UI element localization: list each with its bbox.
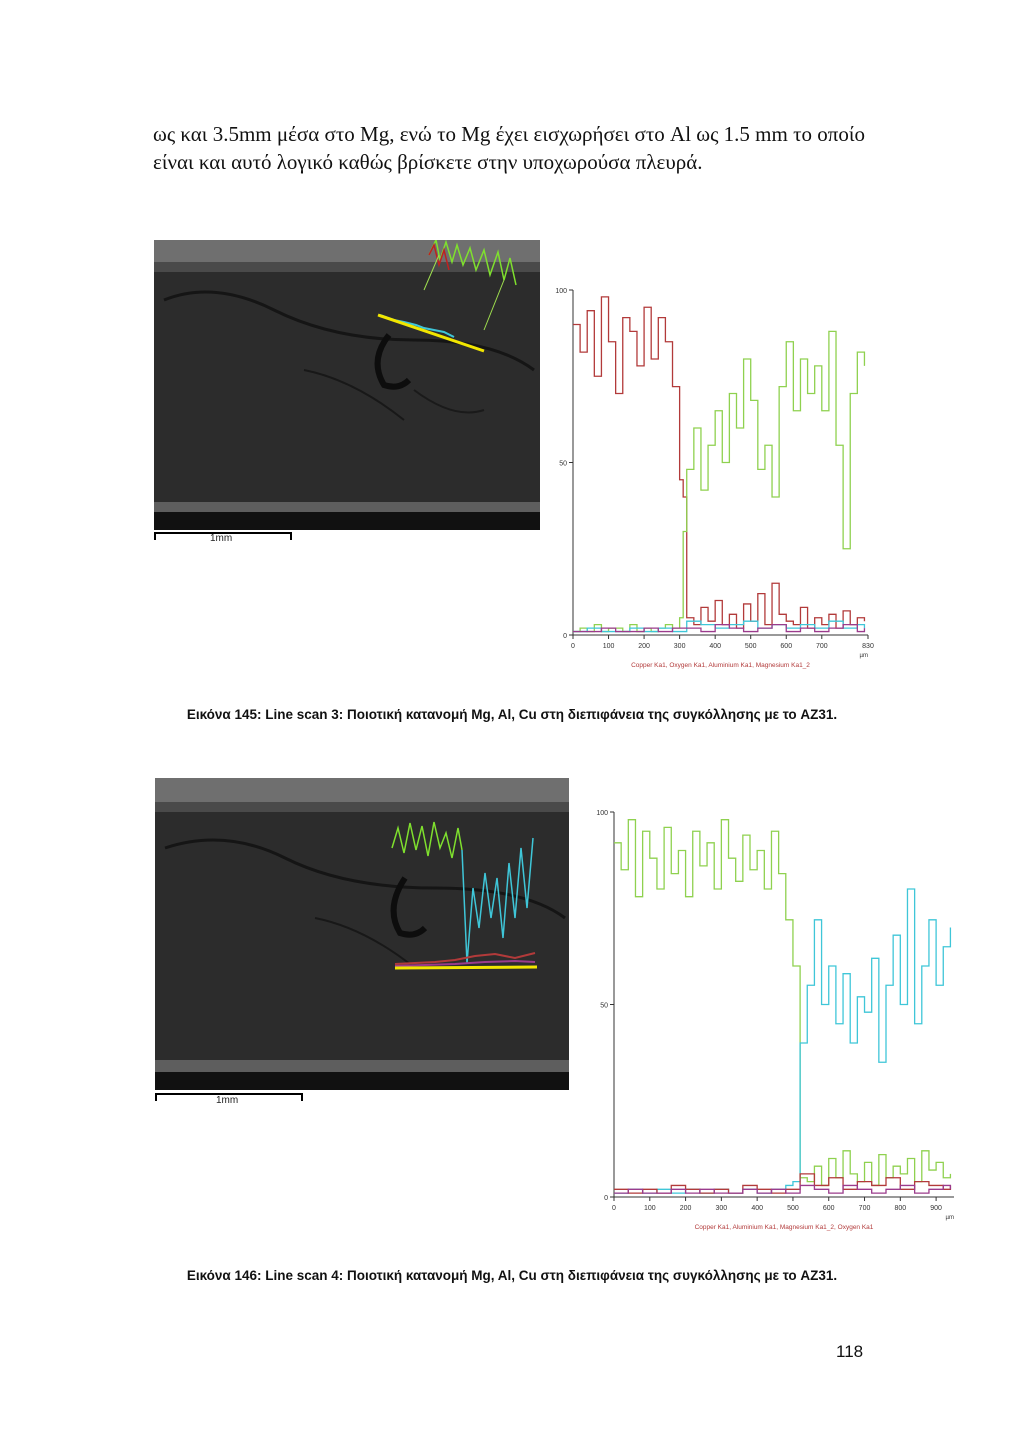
line-scan-chart-2: 0 50 100 0 100 200 300 400 500 600 700 800 900 µm Copp…	[596, 810, 954, 1231]
x-tick-label: 600	[780, 643, 792, 650]
line-scan-chart-1: 0 50 100 0 100 200 300 400 500 600 700 830 µm Copper …	[555, 288, 874, 669]
scale-bar	[154, 532, 292, 540]
x-tick-label: 400	[709, 643, 721, 650]
series-line	[614, 888, 952, 1194]
x-tick-label: 0	[612, 1205, 616, 1212]
x-tick-label: 0	[571, 643, 575, 650]
scale-label: 1mm	[210, 533, 233, 544]
x-tick-label: 700	[859, 1205, 871, 1212]
x-tick-label: 500	[787, 1205, 799, 1212]
figure-caption: Εικόνα 145: Line scan 3: Ποιοτική κατανο…	[186, 707, 838, 722]
x-tick-label: 100	[644, 1205, 656, 1212]
x-tick-label: 200	[680, 1205, 692, 1212]
chart-legend: Copper Ka1, Aluminium Ka1, Magnesium Ka1…	[695, 1224, 874, 1231]
series-line	[573, 620, 866, 633]
series-line	[573, 330, 866, 633]
x-tick-label: 400	[751, 1205, 763, 1212]
scale-bar	[155, 1093, 303, 1101]
series-line	[573, 296, 866, 629]
x-tick-label: 100	[603, 643, 615, 650]
x-tick-label: 900	[930, 1205, 942, 1212]
series-line	[614, 1184, 952, 1194]
x-tick-label: 800	[894, 1205, 906, 1212]
x-axis-label: µm	[860, 653, 868, 659]
y-tick-label: 50	[600, 1003, 608, 1010]
x-tick-label: 200	[638, 643, 650, 650]
scale-label: 1mm	[216, 1095, 239, 1106]
sem-micrograph	[154, 240, 540, 530]
y-tick-label: 100	[555, 288, 567, 295]
y-tick-label: 0	[563, 633, 567, 640]
figure-caption: Εικόνα 146: Line scan 4: Ποιοτική κατανο…	[186, 1268, 838, 1283]
sem-image	[155, 778, 569, 1090]
y-tick-label: 100	[596, 810, 608, 817]
y-tick-label: 50	[559, 461, 567, 468]
x-tick-label: 700	[816, 643, 828, 650]
body-paragraph: ως και 3.5mm μέσα στο Mg, ενώ το Mg έχει…	[153, 122, 866, 174]
series-line	[573, 624, 866, 633]
x-tick-label: 300	[716, 1205, 728, 1212]
sem-micrograph	[155, 778, 569, 1090]
x-tick-label: 600	[823, 1205, 835, 1212]
x-axis-label: µm	[946, 1215, 954, 1221]
x-tick-label: 830	[862, 643, 874, 650]
sem-image	[154, 240, 540, 530]
series-line	[614, 1173, 952, 1194]
x-tick-label: 500	[745, 643, 757, 650]
x-tick-label: 300	[674, 643, 686, 650]
series-line	[614, 819, 952, 1187]
y-tick-label: 0	[604, 1195, 608, 1202]
page-number: 118	[836, 1342, 864, 1361]
chart-legend: Copper Ka1, Oxygen Ka1, Aluminium Ka1, M…	[631, 662, 810, 669]
